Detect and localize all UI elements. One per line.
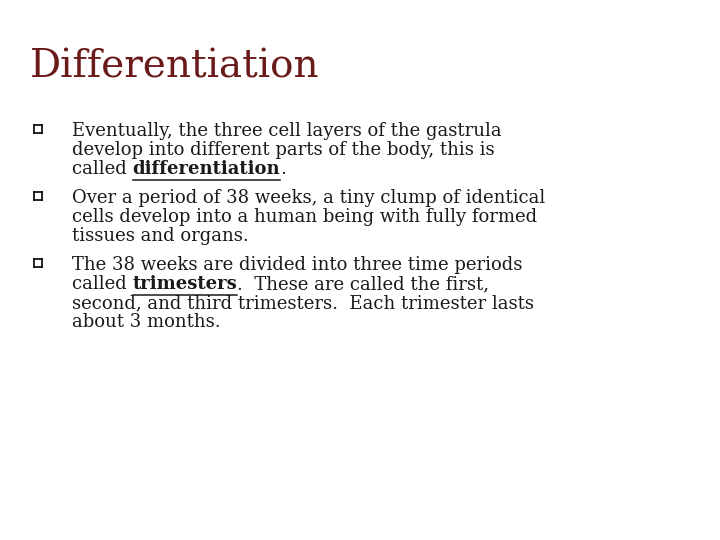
Text: trimesters: trimesters bbox=[132, 275, 238, 293]
Text: .: . bbox=[280, 160, 286, 178]
Text: Over a period of 38 weeks, a tiny clump of identical: Over a period of 38 weeks, a tiny clump … bbox=[72, 189, 545, 207]
Text: about 3 months.: about 3 months. bbox=[72, 313, 220, 331]
Text: tissues and organs.: tissues and organs. bbox=[72, 227, 248, 245]
Text: second, and third trimesters.  Each trimester lasts: second, and third trimesters. Each trime… bbox=[72, 294, 534, 312]
Text: Differentiation: Differentiation bbox=[30, 48, 320, 85]
Text: Eventually, the three cell layers of the gastrula: Eventually, the three cell layers of the… bbox=[72, 122, 502, 140]
Text: called: called bbox=[72, 160, 132, 178]
Text: cells develop into a human being with fully formed: cells develop into a human being with fu… bbox=[72, 208, 537, 226]
Text: differentiation: differentiation bbox=[132, 160, 280, 178]
Text: .  These are called the first,: . These are called the first, bbox=[238, 275, 490, 293]
Text: develop into different parts of the body, this is: develop into different parts of the body… bbox=[72, 141, 495, 159]
Text: called: called bbox=[72, 275, 132, 293]
Text: The 38 weeks are divided into three time periods: The 38 weeks are divided into three time… bbox=[72, 256, 523, 274]
